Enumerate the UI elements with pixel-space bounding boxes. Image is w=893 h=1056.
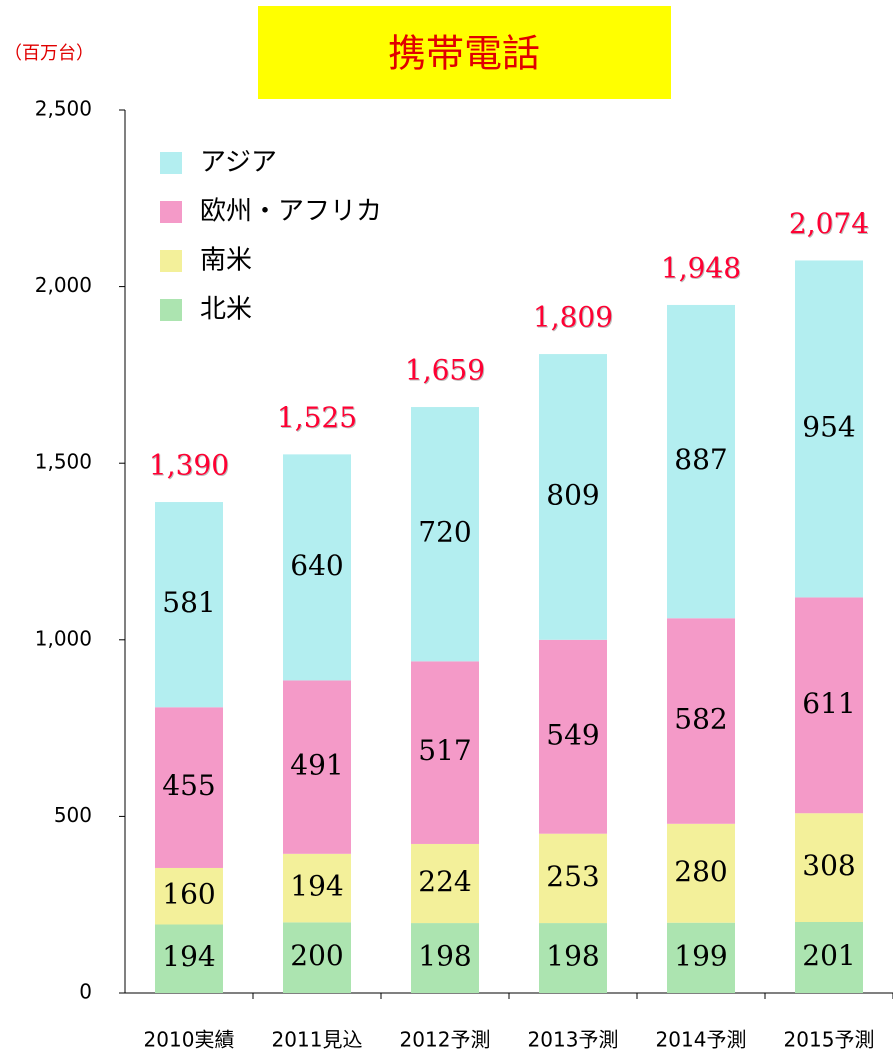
bar-segment (411, 661, 479, 844)
total-label: 1,948 (661, 251, 741, 284)
segment-label: 199 (674, 939, 727, 972)
bar-segment (667, 304, 735, 619)
bar-segment (411, 843, 479, 924)
legend-label: 北米 (200, 295, 252, 325)
bar-segment (795, 813, 863, 923)
segment-label: 201 (802, 939, 855, 972)
legend-label: アジア (200, 148, 277, 178)
bar-segment (155, 924, 223, 993)
segment-label: 954 (802, 410, 855, 443)
bar-segment (155, 867, 223, 925)
x-tick-label: 2012予測 (400, 1028, 491, 1052)
bar-segment (155, 707, 223, 868)
y-tick-label: 1,000 (35, 626, 92, 650)
segment-label: 720 (418, 516, 471, 549)
total-label: 1,525 (278, 402, 358, 435)
legend-label: 南米 (200, 246, 252, 276)
title-box (258, 6, 671, 99)
bar-segment (667, 618, 735, 824)
segment-label: 194 (290, 870, 343, 903)
segment-label: 611 (802, 687, 855, 720)
segment-label: 581 (162, 586, 215, 619)
segment-label: 549 (546, 718, 599, 751)
segment-label: 491 (290, 749, 343, 782)
unit-label: （百万台） (4, 43, 94, 64)
segment-label: 517 (418, 734, 471, 767)
legend-swatch (160, 299, 182, 321)
segment-label: 194 (162, 940, 215, 973)
bar-segment (411, 407, 479, 662)
x-tick-label: 2013予測 (528, 1028, 619, 1052)
bar-segment (539, 639, 607, 834)
total-label: 1,525 (277, 401, 357, 434)
total-label: 1,390 (149, 449, 229, 482)
segment-label: 582 (674, 703, 727, 736)
segment-label: 280 (674, 855, 727, 888)
total-label: 1,809 (533, 301, 613, 334)
bar-segment (795, 260, 863, 598)
bar-segment (667, 823, 735, 923)
total-label: 2,074 (790, 208, 870, 241)
total-label: 1,659 (405, 354, 485, 387)
bar-segment (155, 502, 223, 708)
chart-title: 携帯電話 (388, 32, 540, 76)
segment-label: 198 (418, 940, 471, 973)
total-label: 1,948 (662, 252, 742, 285)
bar-segment (667, 922, 735, 993)
bar-segment (411, 923, 479, 993)
segment-label: 224 (418, 865, 471, 898)
bar-segment (795, 597, 863, 814)
segment-label: 308 (802, 849, 855, 882)
x-tick-label: 2015予測 (784, 1028, 875, 1052)
bar-segment (795, 922, 863, 993)
bar-segment (539, 833, 607, 924)
segment-label: 198 (546, 940, 599, 973)
segment-label: 160 (162, 878, 215, 911)
bar-segment (283, 922, 351, 993)
segment-label: 253 (546, 860, 599, 893)
y-tick-label: 2,000 (35, 273, 92, 297)
y-tick-label: 0 (79, 980, 92, 1004)
segment-label: 640 (290, 549, 343, 582)
legend-label: 欧州・アフリカ (200, 197, 382, 227)
segment-label: 455 (162, 769, 215, 802)
bar-segment (283, 853, 351, 923)
y-tick-label: 500 (54, 803, 92, 827)
segment-label: 200 (290, 939, 343, 972)
total-label: 1,390 (150, 450, 230, 483)
legend-swatch (160, 250, 182, 272)
y-tick-label: 1,500 (35, 450, 92, 474)
total-label: 2,074 (789, 207, 869, 240)
bar-segment (283, 454, 351, 681)
bar-segment (539, 923, 607, 993)
total-label: 1,659 (406, 355, 486, 388)
legend-swatch (160, 152, 182, 174)
total-label: 1,809 (534, 302, 614, 335)
segment-label: 887 (674, 443, 727, 476)
x-tick-label: 2010実績 (144, 1028, 235, 1052)
bar-segment (283, 680, 351, 854)
y-tick-label: 2,500 (35, 97, 92, 121)
segment-label: 809 (546, 478, 599, 511)
legend-swatch (160, 201, 182, 223)
x-tick-label: 2014予測 (656, 1028, 747, 1052)
x-tick-label: 2011見込 (272, 1028, 363, 1052)
bar-segment (539, 354, 607, 640)
